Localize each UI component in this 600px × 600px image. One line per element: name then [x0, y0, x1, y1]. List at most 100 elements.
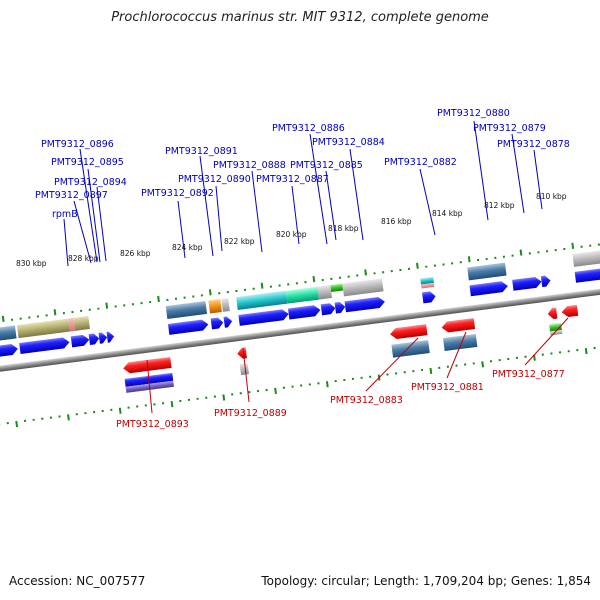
- gene-label[interactable]: PMT9312_0888: [213, 160, 286, 171]
- gene-label[interactable]: PMT9312_0897: [35, 190, 108, 201]
- feature-block[interactable]: [391, 340, 430, 358]
- feature-block[interactable]: [467, 262, 507, 281]
- minor-tick: [464, 363, 467, 366]
- minor-tick: [28, 316, 31, 319]
- gene-label[interactable]: PMT9312_0895: [51, 157, 124, 168]
- minor-tick: [498, 358, 501, 362]
- gene-label[interactable]: PMT9312_0891: [165, 146, 238, 157]
- feature-block[interactable]: [572, 248, 600, 267]
- gene-label[interactable]: PMT9312_0881: [411, 382, 484, 393]
- cds-forward-arrow[interactable]: [540, 275, 551, 288]
- feature-block[interactable]: [236, 290, 288, 310]
- gene-label[interactable]: rpmB: [52, 209, 78, 220]
- feature-block[interactable]: [221, 298, 230, 312]
- cds-forward-arrow[interactable]: [287, 305, 321, 320]
- cds-reverse-arrow[interactable]: [547, 307, 558, 320]
- minor-tick: [390, 269, 393, 273]
- feature-block[interactable]: [342, 278, 384, 297]
- cds-forward-arrow[interactable]: [70, 334, 90, 348]
- cds-forward-arrow[interactable]: [19, 337, 70, 354]
- feature-block[interactable]: [421, 282, 435, 289]
- minor-tick: [537, 251, 540, 254]
- cds-forward-arrow[interactable]: [334, 301, 346, 314]
- minor-tick: [75, 413, 78, 416]
- minor-tick: [576, 349, 579, 352]
- minor-tick: [382, 271, 385, 274]
- gene-label[interactable]: PMT9312_0879: [473, 123, 546, 134]
- feature-block[interactable]: [317, 285, 332, 300]
- feature-block[interactable]: [68, 317, 76, 332]
- tick-label: 820 kbp: [276, 230, 307, 239]
- minor-tick: [149, 300, 152, 304]
- cds-reverse-arrow[interactable]: [561, 304, 579, 318]
- cds-reverse-arrow[interactable]: [237, 347, 247, 359]
- gene-label[interactable]: PMT9312_0878: [497, 139, 570, 150]
- minor-tick: [19, 317, 22, 320]
- map-title: Prochlorococcus marinus str. MIT 9312, c…: [111, 10, 489, 25]
- cds-forward-arrow[interactable]: [238, 309, 289, 326]
- gene-label[interactable]: PMT9312_0894: [54, 177, 127, 188]
- cds-reverse-arrow[interactable]: [441, 318, 476, 333]
- feature-block[interactable]: [0, 325, 17, 344]
- feature-block[interactable]: [208, 299, 222, 314]
- gene-label[interactable]: PMT9312_0877: [492, 369, 565, 380]
- feature-block[interactable]: [285, 286, 320, 304]
- minor-tick: [97, 307, 100, 310]
- minor-tick: [412, 370, 415, 373]
- reverse-feature-track: [124, 323, 563, 393]
- tick-label: 830 kbp: [16, 259, 47, 268]
- gene-label[interactable]: PMT9312_0889: [214, 408, 287, 419]
- minor-tick: [101, 409, 104, 413]
- feature-block[interactable]: [549, 323, 562, 332]
- cds-reverse-arrow[interactable]: [389, 324, 428, 340]
- major-tick: [416, 262, 419, 269]
- cds-forward-arrow[interactable]: [210, 317, 224, 330]
- gene-label[interactable]: PMT9312_0886: [272, 123, 345, 134]
- cds-forward-arrow[interactable]: [512, 276, 542, 291]
- minor-tick: [144, 404, 147, 407]
- cds-forward-arrow[interactable]: [344, 296, 386, 313]
- gene-label[interactable]: PMT9312_0890: [178, 174, 251, 185]
- feature-block[interactable]: [165, 301, 208, 320]
- minor-tick: [161, 402, 165, 405]
- cds-forward-arrow[interactable]: [223, 316, 233, 328]
- cds-forward-arrow[interactable]: [98, 332, 108, 344]
- gene-label[interactable]: PMT9312_0883: [330, 395, 403, 406]
- major-tick: [1, 315, 5, 322]
- cds-forward-arrow[interactable]: [574, 266, 600, 283]
- cds-forward-arrow[interactable]: [320, 303, 336, 316]
- feature-block[interactable]: [16, 318, 71, 339]
- major-tick: [222, 394, 226, 401]
- minor-tick: [226, 290, 229, 294]
- feature-block[interactable]: [330, 283, 344, 292]
- major-tick: [105, 302, 109, 309]
- cds-forward-arrow[interactable]: [167, 319, 209, 335]
- cds-forward-arrow[interactable]: [88, 333, 100, 346]
- gene-label[interactable]: PMT9312_0892: [141, 188, 214, 199]
- gene-label[interactable]: PMT9312_0896: [41, 139, 114, 150]
- gene-label[interactable]: PMT9312_0887: [256, 174, 329, 185]
- minor-tick: [192, 295, 195, 298]
- minor-tick: [494, 256, 497, 259]
- minor-tick: [399, 268, 402, 272]
- gene-label[interactable]: PMT9312_0880: [437, 108, 510, 119]
- gene-label[interactable]: PMT9312_0893: [116, 419, 189, 430]
- feature-block[interactable]: [420, 276, 434, 285]
- cds-forward-arrow[interactable]: [106, 331, 115, 343]
- cds-forward-arrow[interactable]: [0, 343, 19, 360]
- minor-tick: [49, 416, 53, 419]
- gene-label[interactable]: PMT9312_0884: [312, 137, 385, 148]
- minor-tick: [351, 377, 355, 381]
- gene-label[interactable]: PMT9312_0882: [384, 157, 457, 168]
- cds-forward-arrow[interactable]: [469, 281, 509, 297]
- feature-block[interactable]: [239, 363, 249, 376]
- feature-block[interactable]: [73, 316, 90, 331]
- cds-forward-arrow[interactable]: [422, 291, 436, 304]
- minor-tick: [330, 277, 333, 280]
- minor-tick: [455, 364, 458, 367]
- axis-labels: 830 kbp 828 kbp 826 kbp 824 kbp 822 kbp …: [16, 192, 567, 268]
- gene-label[interactable]: PMT9312_0885: [290, 160, 363, 171]
- minor-tick: [196, 397, 199, 400]
- feature-block[interactable]: [443, 333, 478, 352]
